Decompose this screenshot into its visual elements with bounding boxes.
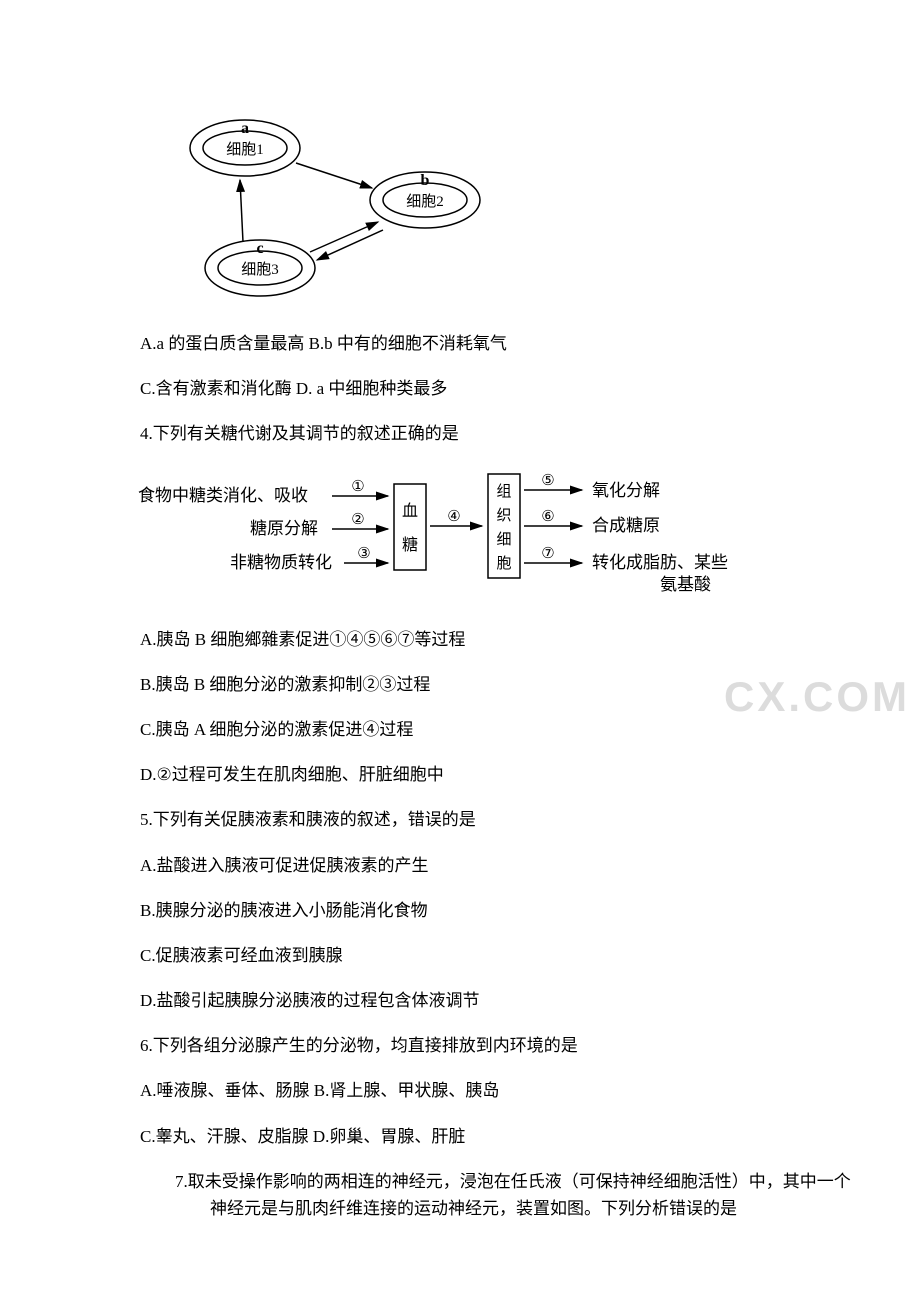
svg-text:c: c bbox=[256, 240, 263, 257]
svg-text:转化成脂肪、某些: 转化成脂肪、某些 bbox=[592, 553, 728, 572]
svg-text:⑤: ⑤ bbox=[541, 473, 554, 489]
q7-stem: 7.取未受操作影响的两相连的神经元，浸泡在任氏液（可保持神经细胞活性）中，其中一… bbox=[175, 1168, 860, 1222]
svg-text:糖原分解: 糖原分解 bbox=[250, 519, 318, 538]
svg-text:糖: 糖 bbox=[402, 536, 418, 554]
q5-stem: 5.下列有关促胰液素和胰液的叙述，错误的是 bbox=[140, 806, 860, 833]
q5-option-c: C.促胰液素可经血液到胰腺 bbox=[140, 942, 860, 969]
svg-text:织: 织 bbox=[496, 507, 511, 524]
svg-text:细胞3: 细胞3 bbox=[241, 261, 279, 278]
svg-text:b: b bbox=[421, 172, 430, 189]
svg-text:氨基酸: 氨基酸 bbox=[660, 575, 711, 594]
q6-option-cd: C.睾丸、汗腺、皮脂腺 D.卵巢、胃腺、肝脏 bbox=[140, 1123, 860, 1150]
cell-diagram: a 细胞1 b 细胞2 c 细胞3 bbox=[140, 100, 860, 310]
svg-text:②: ② bbox=[351, 512, 364, 528]
svg-text:⑥: ⑥ bbox=[541, 509, 554, 525]
svg-text:血: 血 bbox=[402, 502, 418, 520]
q4-option-b: B.胰岛 B 细胞分泌的激素抑制②③过程 CX.COM bbox=[140, 671, 860, 698]
svg-text:⑦: ⑦ bbox=[541, 546, 554, 562]
q4-option-d: D.②过程可发生在肌肉细胞、肝脏细胞中 bbox=[140, 761, 860, 788]
svg-text:③: ③ bbox=[357, 546, 370, 562]
svg-text:细胞2: 细胞2 bbox=[406, 193, 444, 210]
q4-stem: 4.下列有关糖代谢及其调节的叙述正确的是 bbox=[140, 420, 860, 447]
svg-text:a: a bbox=[241, 120, 249, 137]
svg-text:④: ④ bbox=[447, 509, 460, 525]
q4-option-b-text: B.胰岛 B 细胞分泌的激素抑制②③过程 bbox=[140, 675, 430, 694]
svg-text:细胞1: 细胞1 bbox=[226, 141, 264, 158]
q6-stem: 6.下列各组分泌腺产生的分泌物，均直接排放到内环境的是 bbox=[140, 1032, 860, 1059]
svg-text:非糖物质转化: 非糖物质转化 bbox=[230, 553, 332, 572]
svg-text:细: 细 bbox=[496, 531, 511, 548]
svg-text:合成糖原: 合成糖原 bbox=[592, 516, 660, 535]
svg-text:①: ① bbox=[351, 479, 364, 495]
q5-option-b: B.胰腺分泌的胰液进入小肠能消化食物 bbox=[140, 897, 860, 924]
sugar-metabolism-diagram: 食物中糖类消化、吸收 糖原分解 非糖物质转化 ① ② ③ 血 糖 ④ 组 织 细… bbox=[130, 466, 860, 606]
q3-option-ab: A.a 的蛋白质含量最高 B.b 中有的细胞不消耗氧气 bbox=[140, 330, 860, 357]
q4-option-a: A.胰岛 B 细胞鄉雜素促进①④⑤⑥⑦等过程 bbox=[140, 626, 860, 653]
q6-option-ab: A.唾液腺、垂体、肠腺 B.肾上腺、甲状腺、胰岛 bbox=[140, 1077, 860, 1104]
q5-option-d: D.盐酸引起胰腺分泌胰液的过程包含体液调节 bbox=[140, 987, 860, 1014]
svg-text:组: 组 bbox=[496, 483, 511, 500]
svg-text:食物中糖类消化、吸收: 食物中糖类消化、吸收 bbox=[138, 486, 308, 505]
q5-option-a: A.盐酸进入胰液可促进促胰液素的产生 bbox=[140, 852, 860, 879]
svg-text:氧化分解: 氧化分解 bbox=[592, 481, 660, 500]
q4-option-c: C.胰岛 A 细胞分泌的激素促进④过程 bbox=[140, 716, 860, 743]
q3-option-cd: C.含有激素和消化酶 D. a 中细胞种类最多 bbox=[140, 375, 860, 402]
svg-text:胞: 胞 bbox=[496, 555, 511, 572]
